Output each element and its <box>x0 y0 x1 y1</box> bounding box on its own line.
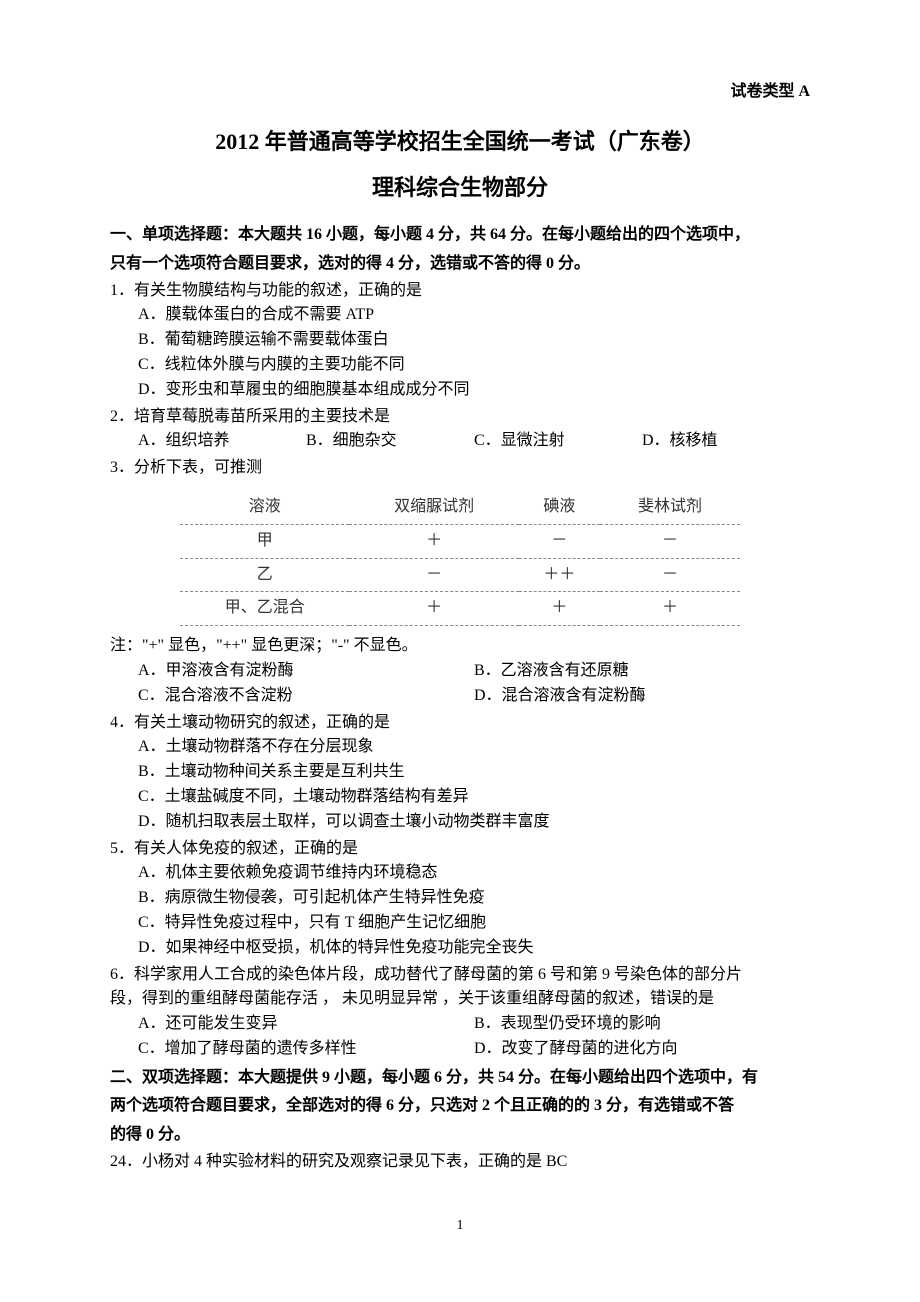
q1-option-b: B．葡萄糖跨膜运输不需要载体蛋白 <box>138 328 810 353</box>
question-5: 5．有关人体免疫的叙述，正确的是 A．机体主要依赖免疫调节维持内环境稳态 B．病… <box>110 837 810 961</box>
table-cell: 甲 <box>180 524 349 558</box>
q5-option-d: D．如果神经中枢受损，机体的特异性免疫功能完全丧失 <box>138 936 810 961</box>
table-cell: － <box>600 524 740 558</box>
table-cell: － <box>600 558 740 592</box>
q6-option-b: B．表现型仍受环境的影响 <box>474 1012 810 1037</box>
q1-option-c: C．线粒体外膜与内膜的主要功能不同 <box>138 353 810 378</box>
table-cell: ＋ <box>349 592 518 626</box>
q1-option-a: A．膜载体蛋白的合成不需要 ATP <box>138 303 810 328</box>
q5-option-a: A．机体主要依赖免疫调节维持内环境稳态 <box>138 861 810 886</box>
table-row: 甲 ＋ － － <box>180 524 740 558</box>
q4-option-a: A．土壤动物群落不存在分层现象 <box>138 735 810 760</box>
q3-option-d: D．混合溶液含有淀粉酶 <box>474 684 810 709</box>
q6-option-c: C．增加了酵母菌的遗传多样性 <box>138 1037 474 1062</box>
question-6: 6．科学家用人工合成的染色体片段，成功替代了酵母菌的第 6 号和第 9 号染色体… <box>110 963 810 1062</box>
section1-heading-l2: 只有一个选项符合题目要求，选对的得 4 分，选错或不答的得 0 分。 <box>110 252 810 277</box>
exam-page: 试卷类型 A 2012 年普通高等学校招生全国统一考试（广东卷） 理科综合生物部… <box>0 0 920 1297</box>
q4-option-c: C．土壤盐碱度不同，土壤动物群落结构有差异 <box>138 785 810 810</box>
table-cell: － <box>349 558 518 592</box>
question-24: 24．小杨对 4 种实验材料的研究及观察记录见下表，正确的是 BC <box>110 1150 810 1175</box>
table-header-cell: 斐林试剂 <box>600 491 740 524</box>
table-header-row: 溶液 双缩脲试剂 碘液 斐林试剂 <box>180 491 740 524</box>
q5-option-b: B．病原微生物侵袭，可引起机体产生特异性免疫 <box>138 886 810 911</box>
q4-option-b: B．土壤动物种间关系主要是互利共生 <box>138 760 810 785</box>
table-header-cell: 双缩脲试剂 <box>349 491 518 524</box>
table-header-cell: 溶液 <box>180 491 349 524</box>
paper-type-label: 试卷类型 A <box>110 80 810 105</box>
q3-option-a: A．甲溶液含有淀粉酶 <box>138 659 474 684</box>
table-header-cell: 碘液 <box>519 491 600 524</box>
page-number: 1 <box>110 1215 810 1237</box>
q1-stem: 1．有关生物膜结构与功能的叙述，正确的是 <box>110 279 810 304</box>
question-1: 1．有关生物膜结构与功能的叙述，正确的是 A．膜载体蛋白的合成不需要 ATP B… <box>110 279 810 403</box>
section2-heading-l1: 二、双项选择题：本大题提供 9 小题，每小题 6 分，共 54 分。在每小题给出… <box>110 1066 810 1091</box>
table-cell: ＋ <box>519 592 600 626</box>
q2-option-d: D．核移植 <box>642 429 810 454</box>
title-main: 2012 年普通高等学校招生全国统一考试（广东卷） <box>110 125 810 159</box>
q3-table: 溶液 双缩脲试剂 碘液 斐林试剂 甲 ＋ － － 乙 － ＋＋ － <box>180 491 740 626</box>
q2-option-c: C．显微注射 <box>474 429 642 454</box>
title-sub: 理科综合生物部分 <box>110 171 810 205</box>
table-cell: 甲、乙混合 <box>180 592 349 626</box>
q1-option-d: D．变形虫和草履虫的细胞膜基本组成成分不同 <box>138 378 810 403</box>
q4-option-d: D．随机扫取表层土取样，可以调查土壤小动物类群丰富度 <box>138 810 810 835</box>
q3-option-b: B．乙溶液含有还原糖 <box>474 659 810 684</box>
question-3: 3．分析下表，可推测 溶液 双缩脲试剂 碘液 斐林试剂 甲 ＋ － － 乙 <box>110 456 810 708</box>
q3-option-c: C．混合溶液不含淀粉 <box>138 684 474 709</box>
question-4: 4．有关土壤动物研究的叙述，正确的是 A．土壤动物群落不存在分层现象 B．土壤动… <box>110 711 810 835</box>
table-cell: ＋＋ <box>519 558 600 592</box>
q6-stem-l2: 段，得到的重组酵母菌能存活 ， 未见明显异常 ，关于该重组酵母菌的叙述，错误的是 <box>110 987 810 1012</box>
table-row: 甲、乙混合 ＋ ＋ ＋ <box>180 592 740 626</box>
q6-stem-l1: 6．科学家用人工合成的染色体片段，成功替代了酵母菌的第 6 号和第 9 号染色体… <box>110 963 810 988</box>
table-cell: 乙 <box>180 558 349 592</box>
section2-heading-l2: 两个选项符合题目要求，全部选对的得 6 分，只选对 2 个且正确的的 3 分，有… <box>110 1094 810 1119</box>
q3-note: 注："+" 显色，"++" 显色更深；"-" 不显色。 <box>110 634 810 659</box>
table-cell: ＋ <box>600 592 740 626</box>
section1-heading-l1: 一、单项选择题：本大题共 16 小题，每小题 4 分，共 64 分。在每小题给出… <box>110 223 810 248</box>
q6-option-d: D．改变了酵母菌的进化方向 <box>474 1037 810 1062</box>
q2-stem: 2．培育草莓脱毒苗所采用的主要技术是 <box>110 405 810 430</box>
q24-stem: 24．小杨对 4 种实验材料的研究及观察记录见下表，正确的是 BC <box>110 1150 810 1175</box>
q3-stem: 3．分析下表，可推测 <box>110 456 810 481</box>
table-cell: ＋ <box>349 524 518 558</box>
q6-option-a: A．还可能发生变异 <box>138 1012 474 1037</box>
q2-option-b: B．细胞杂交 <box>306 429 474 454</box>
table-cell: － <box>519 524 600 558</box>
section2-heading-l3: 的得 0 分。 <box>110 1123 810 1148</box>
table-row: 乙 － ＋＋ － <box>180 558 740 592</box>
q4-stem: 4．有关土壤动物研究的叙述，正确的是 <box>110 711 810 736</box>
q2-option-a: A．组织培养 <box>138 429 306 454</box>
question-2: 2．培育草莓脱毒苗所采用的主要技术是 A．组织培养 B．细胞杂交 C．显微注射 … <box>110 405 810 455</box>
q5-stem: 5．有关人体免疫的叙述，正确的是 <box>110 837 810 862</box>
q5-option-c: C．特异性免疫过程中，只有 T 细胞产生记忆细胞 <box>138 911 810 936</box>
